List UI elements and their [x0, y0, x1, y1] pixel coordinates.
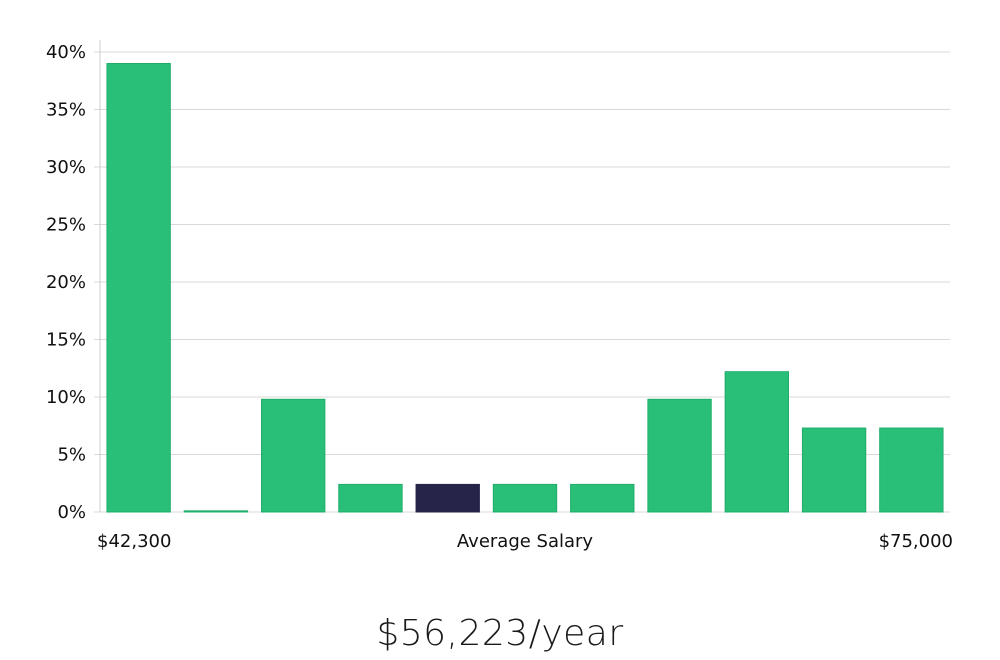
bar	[106, 63, 171, 513]
x-max-label: $75,000	[879, 531, 953, 552]
bar	[261, 398, 326, 513]
y-tick-label: 15%	[46, 330, 86, 351]
x-axis-title: Average Salary	[457, 531, 594, 552]
bar	[338, 483, 403, 513]
chart-svg: 0% 5% 10% 15% 20% 25% 30% 35% 40% $42,300 Average …	[46, 40, 953, 552]
bar	[647, 398, 712, 513]
bar	[879, 427, 944, 513]
y-tick-label: 20%	[46, 272, 86, 293]
y-tick-label: 0%	[57, 502, 86, 523]
bar	[724, 371, 789, 513]
bar-highlighted	[415, 483, 480, 513]
bar	[570, 483, 635, 513]
y-tick-label: 25%	[46, 215, 86, 236]
salary-histogram: 0% 5% 10% 15% 20% 25% 30% 35% 40% $42,300 Average …	[46, 40, 953, 552]
x-min-label: $42,300	[97, 531, 171, 552]
bar	[801, 427, 867, 513]
y-tick-label: 40%	[46, 42, 86, 63]
y-tick-label: 30%	[46, 157, 86, 178]
bar	[492, 483, 558, 513]
y-tick-label: 35%	[46, 100, 86, 121]
y-tick-label: 5%	[57, 445, 86, 466]
bar	[183, 510, 249, 513]
average-salary-headline: $56,223/year	[376, 613, 624, 654]
y-tick-label: 10%	[46, 387, 86, 408]
